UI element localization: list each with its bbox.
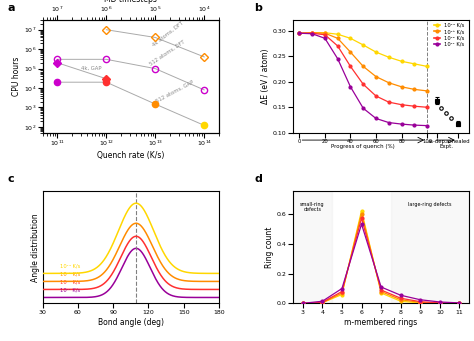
Bar (391, 191, 469, 303)
Text: 10¹⁴ K/s: 10¹⁴ K/s (60, 263, 81, 268)
Bar (293, 191, 332, 303)
X-axis label: MD timesteps: MD timesteps (104, 0, 157, 4)
Text: 4k, GAP: 4k, GAP (82, 65, 102, 71)
Text: small-ring
defects: small-ring defects (300, 202, 325, 212)
Text: 10¹¹ K/s: 10¹¹ K/s (60, 287, 81, 293)
Text: large-ring defects: large-ring defects (408, 202, 452, 207)
Text: Progress of quench (%): Progress of quench (%) (331, 144, 395, 149)
Text: 10¹² K/s: 10¹² K/s (60, 279, 81, 284)
X-axis label: m-membered rings: m-membered rings (345, 317, 418, 327)
Text: a: a (8, 3, 15, 14)
Text: c: c (8, 174, 14, 184)
Text: b: b (254, 3, 262, 14)
Text: 4k atoms, DFT: 4k atoms, DFT (151, 20, 184, 48)
Y-axis label: CPU hours: CPU hours (12, 57, 21, 96)
Legend: 10¹⁴ K/s, 10¹³ K/s, 10¹² K/s, 10¹¹ K/s: 10¹⁴ K/s, 10¹³ K/s, 10¹² K/s, 10¹¹ K/s (431, 21, 466, 49)
X-axis label: Bond angle (deg): Bond angle (deg) (98, 317, 164, 327)
Text: d: d (254, 174, 262, 184)
Text: Expt.: Expt. (439, 144, 453, 149)
Text: 10¹³ K/s: 10¹³ K/s (60, 271, 81, 277)
Y-axis label: ΔE (eV / atom): ΔE (eV / atom) (261, 49, 270, 104)
Text: 512 atoms, GAP: 512 atoms, GAP (155, 80, 194, 104)
Y-axis label: Ring count: Ring count (265, 227, 274, 268)
X-axis label: Quench rate (K/s): Quench rate (K/s) (97, 151, 164, 160)
Text: 512 atoms, DFT: 512 atoms, DFT (149, 40, 186, 67)
Y-axis label: Angle distribution: Angle distribution (31, 213, 40, 282)
